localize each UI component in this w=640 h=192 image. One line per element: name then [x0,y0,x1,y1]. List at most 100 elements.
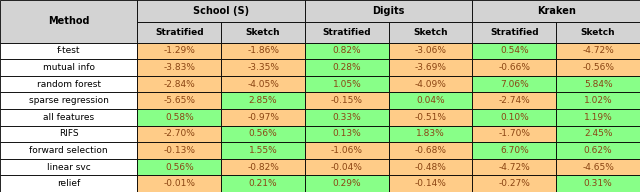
Text: linear svc: linear svc [47,163,91,172]
Text: School (S): School (S) [193,6,250,16]
Bar [556,92,640,109]
Text: 0.58%: 0.58% [165,113,194,122]
Bar [556,22,640,43]
Text: -0.48%: -0.48% [415,163,447,172]
Bar [138,159,221,175]
Text: -3.35%: -3.35% [247,63,279,72]
Text: 7.06%: 7.06% [500,80,529,89]
Bar [388,92,472,109]
Bar [305,175,388,192]
Bar [305,159,388,175]
Text: -1.86%: -1.86% [247,46,279,55]
Text: 1.02%: 1.02% [584,96,612,105]
Bar [221,159,305,175]
Text: 0.21%: 0.21% [249,179,277,188]
Text: 0.56%: 0.56% [249,129,278,138]
Text: -0.82%: -0.82% [247,163,279,172]
Bar [305,92,388,109]
Text: -2.84%: -2.84% [163,80,195,89]
Bar [305,142,388,159]
Bar [138,76,221,92]
Text: 0.56%: 0.56% [165,163,194,172]
Text: -4.05%: -4.05% [247,80,279,89]
Bar [0,43,138,59]
Text: 2.85%: 2.85% [249,96,277,105]
Bar [556,59,640,76]
Text: -0.51%: -0.51% [415,113,447,122]
Text: -1.29%: -1.29% [163,46,195,55]
Bar [472,126,556,142]
Text: RIFS: RIFS [59,129,79,138]
Bar [556,76,640,92]
Bar [221,109,305,126]
Bar [221,126,305,142]
Text: -0.66%: -0.66% [499,63,531,72]
Bar [472,175,556,192]
Text: f-test: f-test [57,46,81,55]
Bar [0,0,138,43]
Text: 0.33%: 0.33% [332,113,361,122]
Bar [221,175,305,192]
Text: -3.69%: -3.69% [415,63,447,72]
Text: 0.04%: 0.04% [416,96,445,105]
Bar [388,175,472,192]
Bar [138,126,221,142]
Text: -0.04%: -0.04% [331,163,363,172]
Bar [472,59,556,76]
Bar [305,59,388,76]
Text: -0.13%: -0.13% [163,146,195,155]
Bar [138,0,305,22]
Bar [472,0,640,22]
Text: -3.06%: -3.06% [415,46,447,55]
Bar [388,22,472,43]
Text: 2.45%: 2.45% [584,129,612,138]
Text: Sketch: Sketch [246,28,280,37]
Text: Stratified: Stratified [490,28,539,37]
Bar [0,76,138,92]
Bar [472,109,556,126]
Bar [138,142,221,159]
Bar [138,43,221,59]
Bar [138,109,221,126]
Bar [472,142,556,159]
Text: sparse regression: sparse regression [29,96,109,105]
Bar [138,22,221,43]
Text: Method: Method [48,16,90,26]
Text: -0.97%: -0.97% [247,113,279,122]
Text: Sketch: Sketch [413,28,448,37]
Bar [472,76,556,92]
Bar [0,159,138,175]
Text: 1.05%: 1.05% [332,80,361,89]
Text: 1.19%: 1.19% [584,113,612,122]
Text: 0.31%: 0.31% [584,179,612,188]
Bar [305,0,472,22]
Text: 5.84%: 5.84% [584,80,612,89]
Text: Digits: Digits [372,6,405,16]
Bar [388,59,472,76]
Bar [138,59,221,76]
Text: -0.68%: -0.68% [415,146,447,155]
Bar [221,92,305,109]
Bar [556,109,640,126]
Text: -0.15%: -0.15% [331,96,363,105]
Text: -1.70%: -1.70% [499,129,531,138]
Text: relief: relief [57,179,81,188]
Text: -0.27%: -0.27% [499,179,531,188]
Bar [0,175,138,192]
Text: -5.65%: -5.65% [163,96,195,105]
Bar [0,92,138,109]
Text: -4.65%: -4.65% [582,163,614,172]
Text: -3.83%: -3.83% [163,63,195,72]
Text: Kraken: Kraken [537,6,576,16]
Bar [388,159,472,175]
Text: mutual info: mutual info [43,63,95,72]
Text: 0.28%: 0.28% [333,63,361,72]
Bar [221,76,305,92]
Bar [305,109,388,126]
Bar [388,126,472,142]
Bar [556,159,640,175]
Text: 6.70%: 6.70% [500,146,529,155]
Bar [556,43,640,59]
Text: -0.56%: -0.56% [582,63,614,72]
Text: 0.29%: 0.29% [333,179,361,188]
